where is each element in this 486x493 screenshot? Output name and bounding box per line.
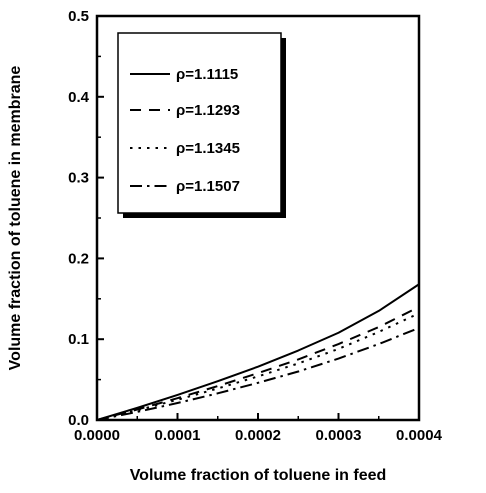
- legend-entry-label: ρ=1.1345: [176, 140, 240, 157]
- y-tick-label: 0.2: [68, 250, 89, 267]
- legend-entry-label: ρ=1.1293: [176, 102, 240, 119]
- x-axis-ticks: 0.0000 0.0001 0.0002 0.0003 0.0004: [74, 413, 443, 444]
- x-tick-label: 0.0000: [74, 427, 120, 444]
- x-tick-label: 0.0003: [316, 427, 362, 444]
- series-line: [96, 326, 420, 421]
- y-tick-label: 0.3: [68, 170, 89, 187]
- y-axis-label: Volume fraction of toluene in membrane: [7, 66, 24, 371]
- series-line: [96, 312, 420, 421]
- y-tick-label: 0.5: [68, 8, 89, 25]
- legend: ρ=1.1115 ρ=1.1293 ρ=1.1345 ρ=1.1507: [117, 32, 286, 218]
- y-tick-label: 0.1: [68, 331, 89, 348]
- series-line: [96, 305, 420, 421]
- x-tick-label: 0.0004: [396, 427, 443, 444]
- x-tick-label: 0.0002: [235, 427, 281, 444]
- legend-box: [117, 32, 282, 214]
- legend-items: ρ=1.1115 ρ=1.1293 ρ=1.1345 ρ=1.1507: [130, 66, 240, 195]
- legend-entry-label: ρ=1.1115: [176, 66, 238, 83]
- series-layer: [96, 283, 420, 421]
- legend-entry-label: ρ=1.1507: [176, 178, 240, 195]
- y-tick-label: 0.4: [68, 89, 90, 106]
- series-line: [96, 283, 420, 421]
- x-axis-label: Volume fraction of toluene in feed: [130, 467, 387, 484]
- x-tick-label: 0.0001: [155, 427, 201, 444]
- y-axis-ticks: 0.0 0.1 0.2 0.3 0.4 0.5: [68, 8, 104, 429]
- y-tick-label: 0.0: [68, 412, 89, 429]
